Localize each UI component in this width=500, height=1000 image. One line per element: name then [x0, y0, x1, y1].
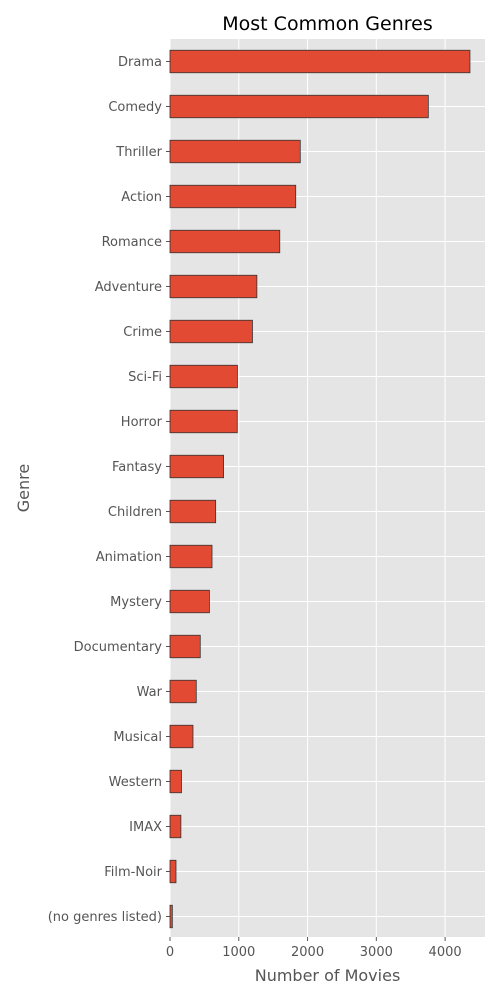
bar-romance [169, 229, 281, 254]
y-tick-label: Crime [123, 325, 162, 340]
bar-imax [169, 814, 182, 839]
y-tick-label: Film-Noir [104, 865, 162, 880]
y-tick-label: Drama [118, 55, 162, 70]
bar-adventure [169, 274, 258, 299]
y-tick-label: IMAX [129, 820, 162, 835]
y-tick-label: Comedy [108, 100, 162, 115]
bar-war [169, 679, 197, 704]
bar-film-noir [169, 859, 177, 884]
bar-documentary [169, 634, 201, 659]
y-tick-label: Action [121, 190, 162, 205]
bar-sci-fi [169, 364, 238, 389]
x-tick-label: 4000 [429, 945, 462, 960]
bars [169, 49, 471, 929]
y-tick-label: Fantasy [112, 460, 162, 475]
y-tick-label: Sci-Fi [128, 370, 162, 385]
y-axis-label: Genre [14, 464, 33, 512]
y-tick-label: Children [108, 505, 162, 520]
bar-crime [169, 319, 253, 344]
bar-thriller [169, 139, 301, 164]
y-tick-label: Horror [121, 415, 163, 430]
y-tick-label: (no genres listed) [48, 910, 162, 925]
y-tick-label: Thriller [115, 145, 162, 160]
x-tick-labels: 0 1000 2000 3000 4000 [166, 945, 462, 960]
y-tick-label: Animation [96, 550, 162, 565]
y-tick-label: Romance [102, 235, 162, 250]
y-tick-label: Western [109, 775, 162, 790]
y-tick-label: Musical [113, 730, 162, 745]
x-tick-label: 3000 [360, 945, 393, 960]
y-tick-label: Mystery [110, 595, 162, 610]
bar-mystery [169, 589, 210, 614]
bar-drama [169, 49, 471, 74]
bar-comedy [169, 94, 429, 119]
bar-horror [169, 409, 238, 434]
bar-action [169, 184, 297, 209]
x-axis-label: Number of Movies [255, 966, 401, 985]
y-tick-label: Documentary [74, 640, 163, 655]
plot-area [170, 39, 485, 937]
bar-animation [169, 544, 213, 569]
chart-title: Most Common Genres [222, 13, 432, 35]
x-tick-label: 1000 [222, 945, 255, 960]
x-tick-label: 2000 [291, 945, 324, 960]
y-tick-label: Adventure [95, 280, 162, 295]
y-tick-labels: Drama Comedy Thriller Action Romance Adventur… [48, 55, 163, 925]
bar-western [169, 769, 182, 794]
x-tick-label: 0 [166, 945, 174, 960]
bar-no-genres-listed [169, 904, 173, 929]
bar-fantasy [169, 454, 224, 479]
bar-musical [169, 724, 194, 749]
bar-children [169, 499, 217, 524]
y-tick-label: War [137, 685, 163, 700]
